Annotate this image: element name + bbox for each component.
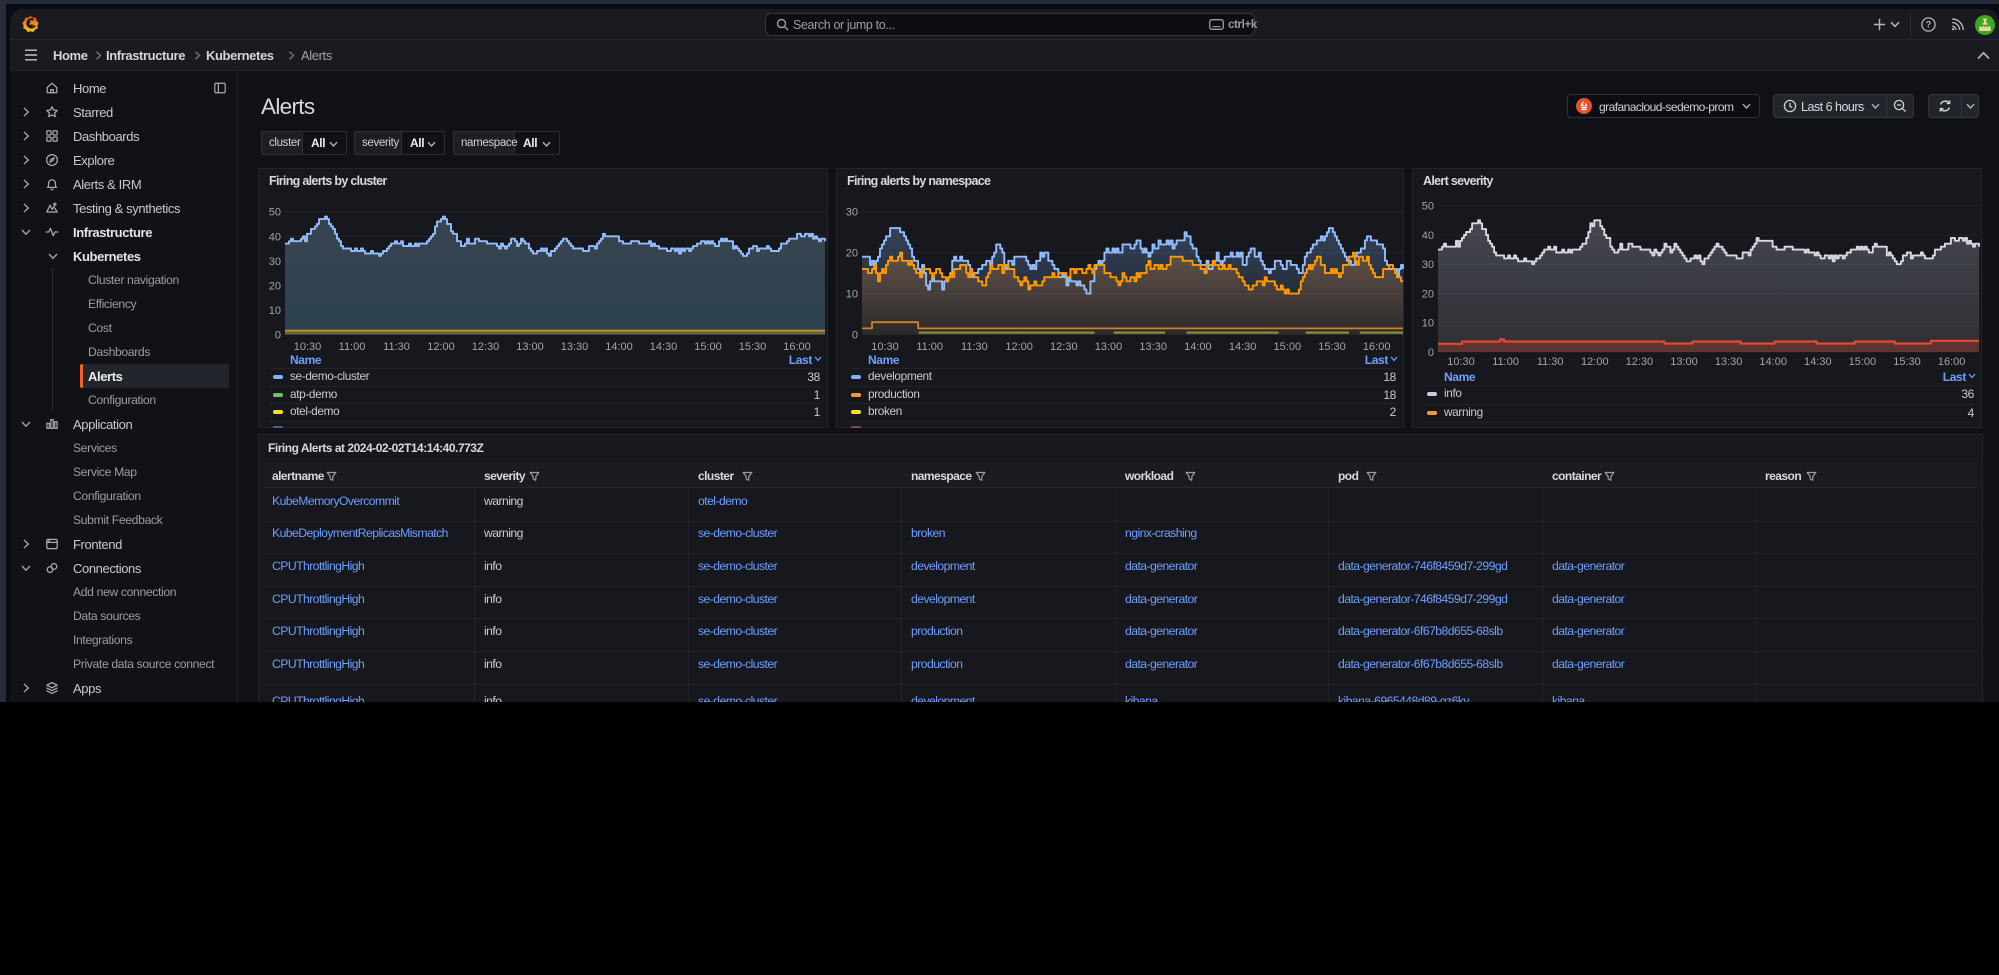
svg-text:13:30: 13:30 bbox=[561, 341, 589, 353]
svg-text:12:30: 12:30 bbox=[1626, 356, 1654, 368]
svg-text:20: 20 bbox=[1422, 289, 1434, 301]
svg-text:12:00: 12:00 bbox=[1005, 341, 1033, 353]
svg-text:15:30: 15:30 bbox=[739, 341, 767, 353]
svg-text:14:30: 14:30 bbox=[650, 341, 678, 353]
svg-text:11:30: 11:30 bbox=[383, 341, 410, 353]
svg-text:16:00: 16:00 bbox=[1363, 341, 1391, 353]
svg-text:12:00: 12:00 bbox=[427, 341, 455, 353]
svg-text:10:30: 10:30 bbox=[294, 341, 322, 353]
svg-text:11:30: 11:30 bbox=[961, 341, 988, 353]
svg-text:11:00: 11:00 bbox=[916, 341, 943, 353]
svg-text:16:00: 16:00 bbox=[1938, 356, 1966, 368]
svg-text:15:00: 15:00 bbox=[1274, 341, 1302, 353]
svg-text:13:00: 13:00 bbox=[1095, 341, 1123, 353]
svg-text:10: 10 bbox=[1422, 318, 1434, 330]
svg-text:12:30: 12:30 bbox=[472, 341, 500, 353]
svg-text:11:00: 11:00 bbox=[1492, 356, 1519, 368]
svg-text:14:00: 14:00 bbox=[1759, 356, 1787, 368]
svg-text:15:30: 15:30 bbox=[1893, 356, 1921, 368]
svg-text:14:30: 14:30 bbox=[1229, 341, 1257, 353]
svg-text:0: 0 bbox=[852, 330, 858, 342]
svg-text:50: 50 bbox=[269, 207, 281, 219]
svg-text:?: ? bbox=[1926, 20, 1932, 30]
svg-text:16:00: 16:00 bbox=[783, 341, 811, 353]
svg-text:20: 20 bbox=[269, 280, 281, 292]
svg-text:13:30: 13:30 bbox=[1715, 356, 1743, 368]
svg-text:0: 0 bbox=[1428, 347, 1434, 359]
svg-text:0: 0 bbox=[275, 330, 281, 342]
svg-text:20: 20 bbox=[846, 248, 858, 260]
svg-text:15:30: 15:30 bbox=[1318, 341, 1346, 353]
svg-text:30: 30 bbox=[1422, 259, 1434, 271]
svg-text:14:00: 14:00 bbox=[1184, 341, 1212, 353]
svg-text:10: 10 bbox=[846, 289, 858, 301]
svg-text:13:00: 13:00 bbox=[516, 341, 544, 353]
svg-text:30: 30 bbox=[269, 256, 281, 268]
svg-text:13:30: 13:30 bbox=[1139, 341, 1167, 353]
svg-text:12:00: 12:00 bbox=[1581, 356, 1609, 368]
svg-text:11:30: 11:30 bbox=[1537, 356, 1564, 368]
svg-text:10:30: 10:30 bbox=[1447, 356, 1475, 368]
svg-text:15:00: 15:00 bbox=[694, 341, 722, 353]
svg-text:11:00: 11:00 bbox=[339, 341, 366, 353]
svg-text:15:00: 15:00 bbox=[1849, 356, 1877, 368]
svg-text:10:30: 10:30 bbox=[871, 341, 899, 353]
svg-text:40: 40 bbox=[269, 231, 281, 243]
svg-text:14:30: 14:30 bbox=[1804, 356, 1832, 368]
svg-text:14:00: 14:00 bbox=[605, 341, 633, 353]
svg-text:40: 40 bbox=[1422, 230, 1434, 242]
svg-text:12:30: 12:30 bbox=[1050, 341, 1078, 353]
svg-text:30: 30 bbox=[846, 207, 858, 219]
svg-text:13:00: 13:00 bbox=[1670, 356, 1698, 368]
svg-text:50: 50 bbox=[1422, 201, 1434, 213]
svg-text:10: 10 bbox=[269, 305, 281, 317]
